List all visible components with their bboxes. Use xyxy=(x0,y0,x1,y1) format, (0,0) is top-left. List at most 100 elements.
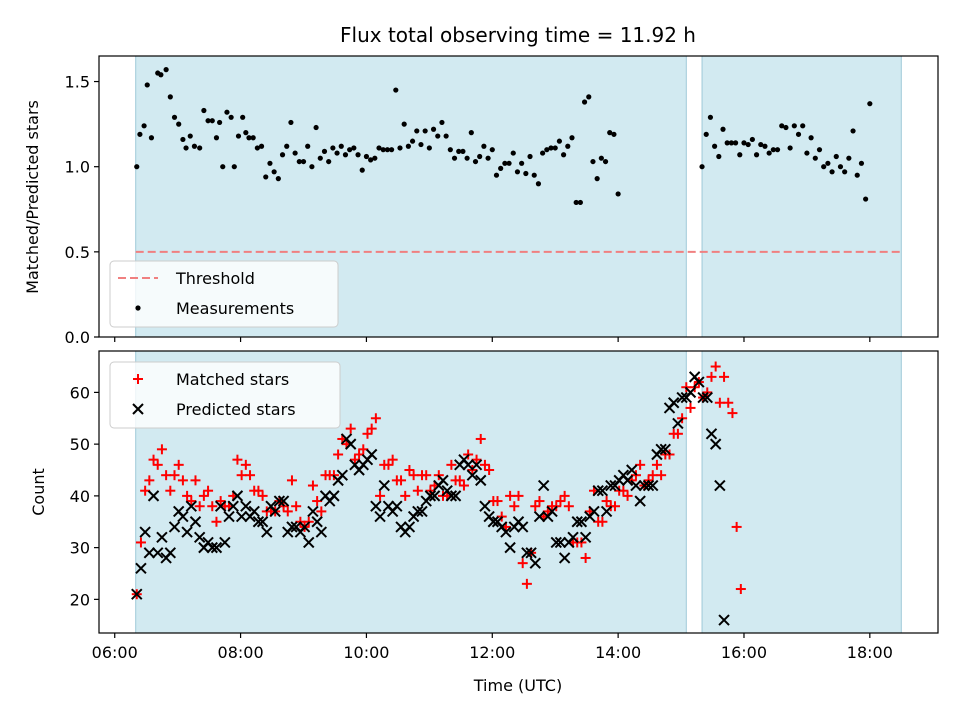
measurement-point xyxy=(724,140,730,146)
measurement-point xyxy=(224,109,230,115)
predicted-star-point xyxy=(470,459,483,471)
predicted-star-point xyxy=(642,479,655,492)
predicted-star-point xyxy=(164,547,177,559)
measurement-point xyxy=(389,147,395,153)
measurement-point xyxy=(275,176,281,182)
bottom-y-tick-label: 20 xyxy=(70,590,90,609)
matched-star-point xyxy=(316,506,327,517)
bottom-legend: Matched stars Predicted stars xyxy=(109,361,341,429)
matched-star-point xyxy=(609,501,620,512)
measurement-point xyxy=(770,147,776,153)
measurement-point xyxy=(590,158,596,165)
matched-star-point xyxy=(647,470,658,481)
measurement-point xyxy=(213,135,220,141)
predicted-star-point xyxy=(143,547,156,559)
matched-star-point xyxy=(135,537,146,548)
predicted-star-point xyxy=(416,505,428,518)
measurement-point xyxy=(197,145,203,151)
measurement-point xyxy=(728,140,734,146)
predicted-star-point xyxy=(705,428,718,440)
measurement-point xyxy=(171,114,178,120)
measurement-point xyxy=(414,128,420,134)
matched-star-point xyxy=(580,552,591,563)
matched-star-point xyxy=(307,480,318,491)
measurement-point xyxy=(435,133,441,139)
measurement-point xyxy=(699,164,705,170)
measurement-point xyxy=(804,150,810,156)
predicted-star-point xyxy=(697,391,709,404)
measurement-point xyxy=(812,155,818,161)
matched-star-point xyxy=(727,408,738,419)
matched-star-point xyxy=(618,485,629,496)
predicted-star-point xyxy=(647,479,659,492)
measurement-point xyxy=(598,155,604,161)
bottom-series-predicted-stars xyxy=(131,371,730,626)
x-tick-label: 12:00 xyxy=(469,643,515,662)
measurement-point xyxy=(243,130,249,136)
legend-measurement-handle xyxy=(135,305,141,311)
predicted-star-point xyxy=(533,510,546,523)
matched-star-point xyxy=(517,558,528,569)
measurement-point xyxy=(187,133,193,139)
predicted-star-point xyxy=(500,526,512,538)
measurement-point xyxy=(305,143,311,149)
chart-title: Flux total observing time = 11.92 h xyxy=(340,23,696,47)
x-tick-label: 06:00 xyxy=(92,643,138,662)
predicted-star-point xyxy=(231,490,244,502)
bottom-y-tick-label: 50 xyxy=(70,435,90,454)
matched-star-point xyxy=(404,465,415,476)
predicted-star-point xyxy=(147,490,160,502)
measurement-point xyxy=(829,169,835,175)
matched-star-point xyxy=(685,402,696,413)
measurement-point xyxy=(231,164,237,170)
predicted-star-point xyxy=(336,469,349,481)
matched-star-point xyxy=(555,496,566,507)
predicted-star-point xyxy=(269,505,281,518)
predicted-star-point xyxy=(479,500,491,512)
matched-star-point xyxy=(349,454,360,465)
matched-star-point xyxy=(312,496,323,507)
predicted-star-point xyxy=(391,500,403,512)
measurement-point xyxy=(552,145,558,151)
matched-star-point xyxy=(723,397,734,408)
measurement-point xyxy=(141,123,147,129)
bottom-y-tick-label: 60 xyxy=(70,383,90,402)
predicted-star-point xyxy=(185,500,197,512)
predicted-star-point xyxy=(579,531,592,543)
top-series-measurements xyxy=(134,67,873,206)
measurement-point xyxy=(741,140,747,146)
predicted-star-point xyxy=(273,495,286,507)
matched-star-point xyxy=(156,444,167,455)
matched-star-point xyxy=(245,470,256,481)
measurement-point xyxy=(808,135,814,141)
top-axes-frame xyxy=(98,55,939,338)
predicted-star-point xyxy=(286,521,298,533)
measurement-point xyxy=(745,141,751,148)
measurement-point xyxy=(506,160,512,166)
matched-star-point xyxy=(505,490,516,501)
measurement-point xyxy=(447,147,453,153)
measurement-point xyxy=(842,169,848,175)
predicted-star-point xyxy=(554,536,567,549)
measurement-point xyxy=(565,143,571,149)
measurement-point xyxy=(176,121,182,127)
matched-star-point xyxy=(194,501,205,512)
matched-star-point xyxy=(471,454,482,465)
measurement-point xyxy=(393,87,399,93)
predicted-star-point xyxy=(227,500,239,512)
matched-star-point xyxy=(492,496,503,507)
measurement-point xyxy=(250,135,256,141)
measurement-point xyxy=(263,174,269,180)
measurement-point xyxy=(472,158,479,165)
measurement-point xyxy=(167,94,173,100)
measurement-point xyxy=(544,147,550,153)
measurement-point xyxy=(791,123,797,129)
measurement-point xyxy=(317,155,323,161)
predicted-star-point xyxy=(437,474,449,487)
predicted-star-point xyxy=(571,516,583,528)
measurement-point xyxy=(284,143,290,149)
measurement-point xyxy=(451,155,458,161)
predicted-star-point xyxy=(630,479,642,492)
matched-star-point xyxy=(165,485,176,496)
